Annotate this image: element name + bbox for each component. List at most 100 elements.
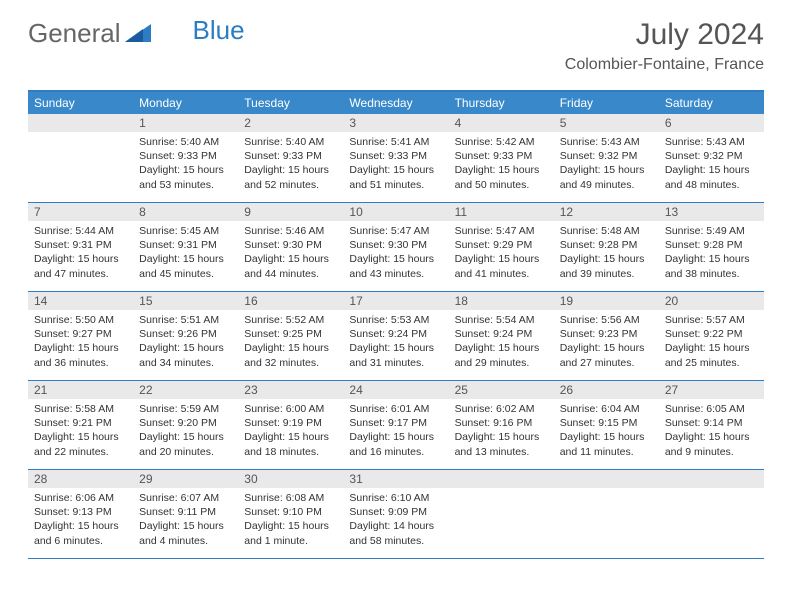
sunrise-line: Sunrise: 5:57 AM xyxy=(665,313,758,327)
sunrise-line: Sunrise: 5:43 AM xyxy=(665,135,758,149)
day-content: Sunrise: 6:05 AMSunset: 9:14 PMDaylight:… xyxy=(659,399,764,462)
day-content: Sunrise: 5:52 AMSunset: 9:25 PMDaylight:… xyxy=(238,310,343,373)
sunrise-line: Sunrise: 6:08 AM xyxy=(244,491,337,505)
day-number: 14 xyxy=(28,292,133,310)
sunset-line: Sunset: 9:26 PM xyxy=(139,327,232,341)
logo-text-2: Blue xyxy=(193,15,245,46)
sunset-line: Sunset: 9:27 PM xyxy=(34,327,127,341)
sunrise-line: Sunrise: 5:43 AM xyxy=(560,135,653,149)
month-title: July 2024 xyxy=(565,18,764,52)
day-cell: 30Sunrise: 6:08 AMSunset: 9:10 PMDayligh… xyxy=(238,470,343,558)
day-cell: 24Sunrise: 6:01 AMSunset: 9:17 PMDayligh… xyxy=(343,381,448,469)
day-content: Sunrise: 5:58 AMSunset: 9:21 PMDaylight:… xyxy=(28,399,133,462)
daylight-line: Daylight: 15 hours and 36 minutes. xyxy=(34,341,127,369)
sunrise-line: Sunrise: 5:50 AM xyxy=(34,313,127,327)
sunset-line: Sunset: 9:14 PM xyxy=(665,416,758,430)
day-number: 22 xyxy=(133,381,238,399)
sunrise-line: Sunrise: 5:54 AM xyxy=(455,313,548,327)
sunrise-line: Sunrise: 5:51 AM xyxy=(139,313,232,327)
day-cell: 12Sunrise: 5:48 AMSunset: 9:28 PMDayligh… xyxy=(554,203,659,291)
day-number: 20 xyxy=(659,292,764,310)
day-content: Sunrise: 6:06 AMSunset: 9:13 PMDaylight:… xyxy=(28,488,133,551)
header: General Blue July 2024 Colombier-Fontain… xyxy=(0,0,792,82)
sunset-line: Sunset: 9:32 PM xyxy=(560,149,653,163)
sunset-line: Sunset: 9:33 PM xyxy=(455,149,548,163)
day-content: Sunrise: 5:50 AMSunset: 9:27 PMDaylight:… xyxy=(28,310,133,373)
weekday-header-row: SundayMondayTuesdayWednesdayThursdayFrid… xyxy=(28,92,764,114)
day-number: 8 xyxy=(133,203,238,221)
day-cell xyxy=(28,114,133,202)
sunrise-line: Sunrise: 5:53 AM xyxy=(349,313,442,327)
daylight-line: Daylight: 15 hours and 44 minutes. xyxy=(244,252,337,280)
daylight-line: Daylight: 15 hours and 43 minutes. xyxy=(349,252,442,280)
day-cell: 10Sunrise: 5:47 AMSunset: 9:30 PMDayligh… xyxy=(343,203,448,291)
day-cell: 26Sunrise: 6:04 AMSunset: 9:15 PMDayligh… xyxy=(554,381,659,469)
day-number: 4 xyxy=(449,114,554,132)
daylight-line: Daylight: 15 hours and 38 minutes. xyxy=(665,252,758,280)
weekday-saturday: Saturday xyxy=(659,92,764,114)
day-cell: 5Sunrise: 5:43 AMSunset: 9:32 PMDaylight… xyxy=(554,114,659,202)
sunrise-line: Sunrise: 6:04 AM xyxy=(560,402,653,416)
day-cell: 7Sunrise: 5:44 AMSunset: 9:31 PMDaylight… xyxy=(28,203,133,291)
day-content: Sunrise: 5:54 AMSunset: 9:24 PMDaylight:… xyxy=(449,310,554,373)
sunrise-line: Sunrise: 5:41 AM xyxy=(349,135,442,149)
sunset-line: Sunset: 9:11 PM xyxy=(139,505,232,519)
day-cell: 15Sunrise: 5:51 AMSunset: 9:26 PMDayligh… xyxy=(133,292,238,380)
day-cell: 13Sunrise: 5:49 AMSunset: 9:28 PMDayligh… xyxy=(659,203,764,291)
day-content: Sunrise: 5:47 AMSunset: 9:30 PMDaylight:… xyxy=(343,221,448,284)
day-cell: 4Sunrise: 5:42 AMSunset: 9:33 PMDaylight… xyxy=(449,114,554,202)
sunset-line: Sunset: 9:15 PM xyxy=(560,416,653,430)
sunset-line: Sunset: 9:29 PM xyxy=(455,238,548,252)
sunset-line: Sunset: 9:31 PM xyxy=(34,238,127,252)
day-cell: 21Sunrise: 5:58 AMSunset: 9:21 PMDayligh… xyxy=(28,381,133,469)
sunset-line: Sunset: 9:30 PM xyxy=(244,238,337,252)
location: Colombier-Fontaine, France xyxy=(565,56,764,74)
day-number: 6 xyxy=(659,114,764,132)
day-content: Sunrise: 5:40 AMSunset: 9:33 PMDaylight:… xyxy=(238,132,343,195)
sunset-line: Sunset: 9:24 PM xyxy=(455,327,548,341)
sunrise-line: Sunrise: 5:52 AM xyxy=(244,313,337,327)
day-number: 15 xyxy=(133,292,238,310)
day-number: 21 xyxy=(28,381,133,399)
day-cell: 2Sunrise: 5:40 AMSunset: 9:33 PMDaylight… xyxy=(238,114,343,202)
sunrise-line: Sunrise: 5:45 AM xyxy=(139,224,232,238)
sunrise-line: Sunrise: 5:56 AM xyxy=(560,313,653,327)
day-cell: 9Sunrise: 5:46 AMSunset: 9:30 PMDaylight… xyxy=(238,203,343,291)
sunset-line: Sunset: 9:33 PM xyxy=(139,149,232,163)
day-content: Sunrise: 6:07 AMSunset: 9:11 PMDaylight:… xyxy=(133,488,238,551)
daylight-line: Daylight: 15 hours and 31 minutes. xyxy=(349,341,442,369)
day-number: 13 xyxy=(659,203,764,221)
day-cell xyxy=(554,470,659,558)
day-content: Sunrise: 5:43 AMSunset: 9:32 PMDaylight:… xyxy=(554,132,659,195)
day-number: 5 xyxy=(554,114,659,132)
weekday-thursday: Thursday xyxy=(449,92,554,114)
logo: General Blue xyxy=(28,18,245,49)
day-cell: 19Sunrise: 5:56 AMSunset: 9:23 PMDayligh… xyxy=(554,292,659,380)
sunset-line: Sunset: 9:32 PM xyxy=(665,149,758,163)
empty-day xyxy=(554,470,659,488)
weekday-monday: Monday xyxy=(133,92,238,114)
day-content: Sunrise: 5:45 AMSunset: 9:31 PMDaylight:… xyxy=(133,221,238,284)
daylight-line: Daylight: 15 hours and 51 minutes. xyxy=(349,163,442,191)
day-number: 7 xyxy=(28,203,133,221)
sunrise-line: Sunrise: 6:06 AM xyxy=(34,491,127,505)
sunset-line: Sunset: 9:16 PM xyxy=(455,416,548,430)
day-cell: 25Sunrise: 6:02 AMSunset: 9:16 PMDayligh… xyxy=(449,381,554,469)
day-number: 9 xyxy=(238,203,343,221)
daylight-line: Daylight: 15 hours and 18 minutes. xyxy=(244,430,337,458)
daylight-line: Daylight: 15 hours and 4 minutes. xyxy=(139,519,232,547)
day-content: Sunrise: 6:02 AMSunset: 9:16 PMDaylight:… xyxy=(449,399,554,462)
day-number: 23 xyxy=(238,381,343,399)
day-cell: 23Sunrise: 6:00 AMSunset: 9:19 PMDayligh… xyxy=(238,381,343,469)
week-row: 1Sunrise: 5:40 AMSunset: 9:33 PMDaylight… xyxy=(28,114,764,203)
sunrise-line: Sunrise: 6:01 AM xyxy=(349,402,442,416)
daylight-line: Daylight: 15 hours and 48 minutes. xyxy=(665,163,758,191)
day-cell xyxy=(449,470,554,558)
day-cell: 18Sunrise: 5:54 AMSunset: 9:24 PMDayligh… xyxy=(449,292,554,380)
day-content: Sunrise: 5:43 AMSunset: 9:32 PMDaylight:… xyxy=(659,132,764,195)
empty-day xyxy=(659,470,764,488)
day-cell: 31Sunrise: 6:10 AMSunset: 9:09 PMDayligh… xyxy=(343,470,448,558)
day-number: 24 xyxy=(343,381,448,399)
sunset-line: Sunset: 9:33 PM xyxy=(349,149,442,163)
weekday-sunday: Sunday xyxy=(28,92,133,114)
